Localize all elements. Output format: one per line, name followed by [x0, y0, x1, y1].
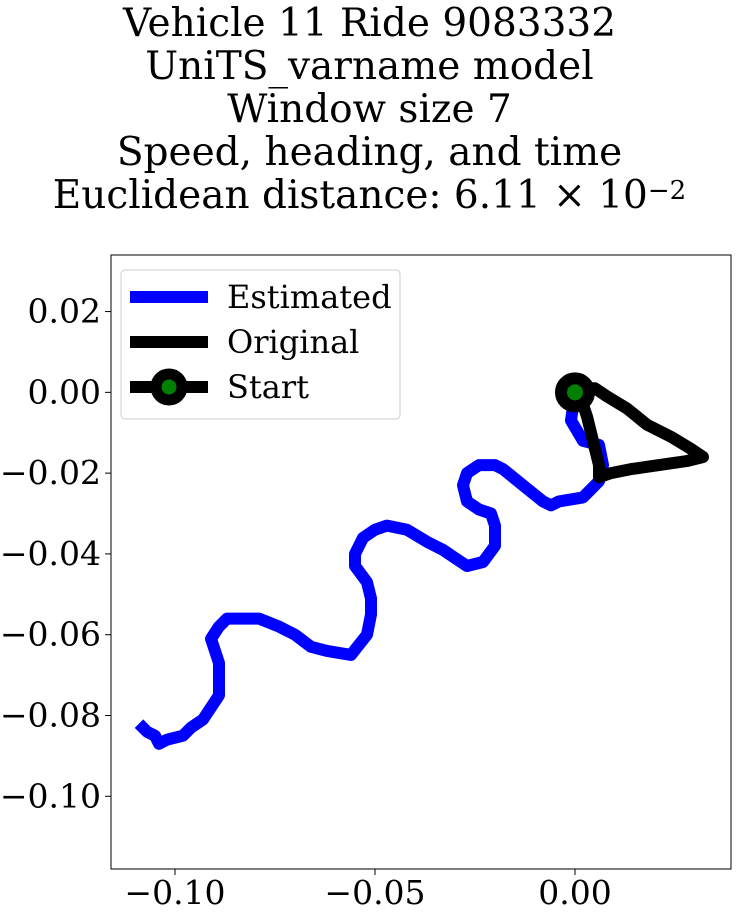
series-line-original	[572, 382, 709, 484]
legend-label-start: Start	[227, 368, 309, 406]
series-layer	[134, 372, 709, 750]
title-line-1: Vehicle 11 Ride 9083332	[122, 1, 617, 46]
y-tick-label: −0.10	[0, 776, 101, 815]
y-tick-label: −0.04	[0, 534, 101, 573]
title-line-4: Speed, heading, and time	[116, 130, 623, 175]
plot-frame	[110, 254, 732, 870]
start-marker	[555, 372, 595, 413]
title-line-3: Window size 7	[227, 87, 512, 132]
legend-start-marker	[150, 368, 188, 406]
y-tick-label: −0.08	[0, 696, 101, 735]
legend-label-estimated: Estimated	[227, 278, 392, 316]
title-line-2: UniTS_varname model	[145, 44, 594, 89]
y-tick-label: −0.06	[0, 615, 101, 654]
series-line-estimated	[134, 391, 609, 750]
y-tick-label: 0.00	[28, 372, 101, 411]
x-tick-label: 0.00	[538, 873, 611, 912]
x-tick-label: −0.10	[124, 873, 225, 912]
title-metric-exponent: −2	[647, 176, 687, 206]
y-tick-label: −0.02	[0, 453, 101, 492]
chart-title: Vehicle 11 Ride 9083332 UniTS_varname mo…	[0, 2, 739, 217]
legend-label-original: Original	[227, 323, 359, 361]
y-axis: 0.02 0.00 −0.02 −0.04 −0.06 −0.08 −0.10	[0, 292, 111, 815]
title-metric-text: Euclidean distance: 6.11 × 10	[52, 173, 648, 218]
title-line-5: Euclidean distance: 6.11 × 10−2	[0, 174, 739, 217]
legend: Estimated Original Start	[120, 269, 401, 420]
x-axis: −0.10 −0.05 0.00	[124, 869, 612, 912]
y-tick-label: 0.02	[28, 292, 101, 331]
x-tick-label: −0.05	[324, 873, 425, 912]
